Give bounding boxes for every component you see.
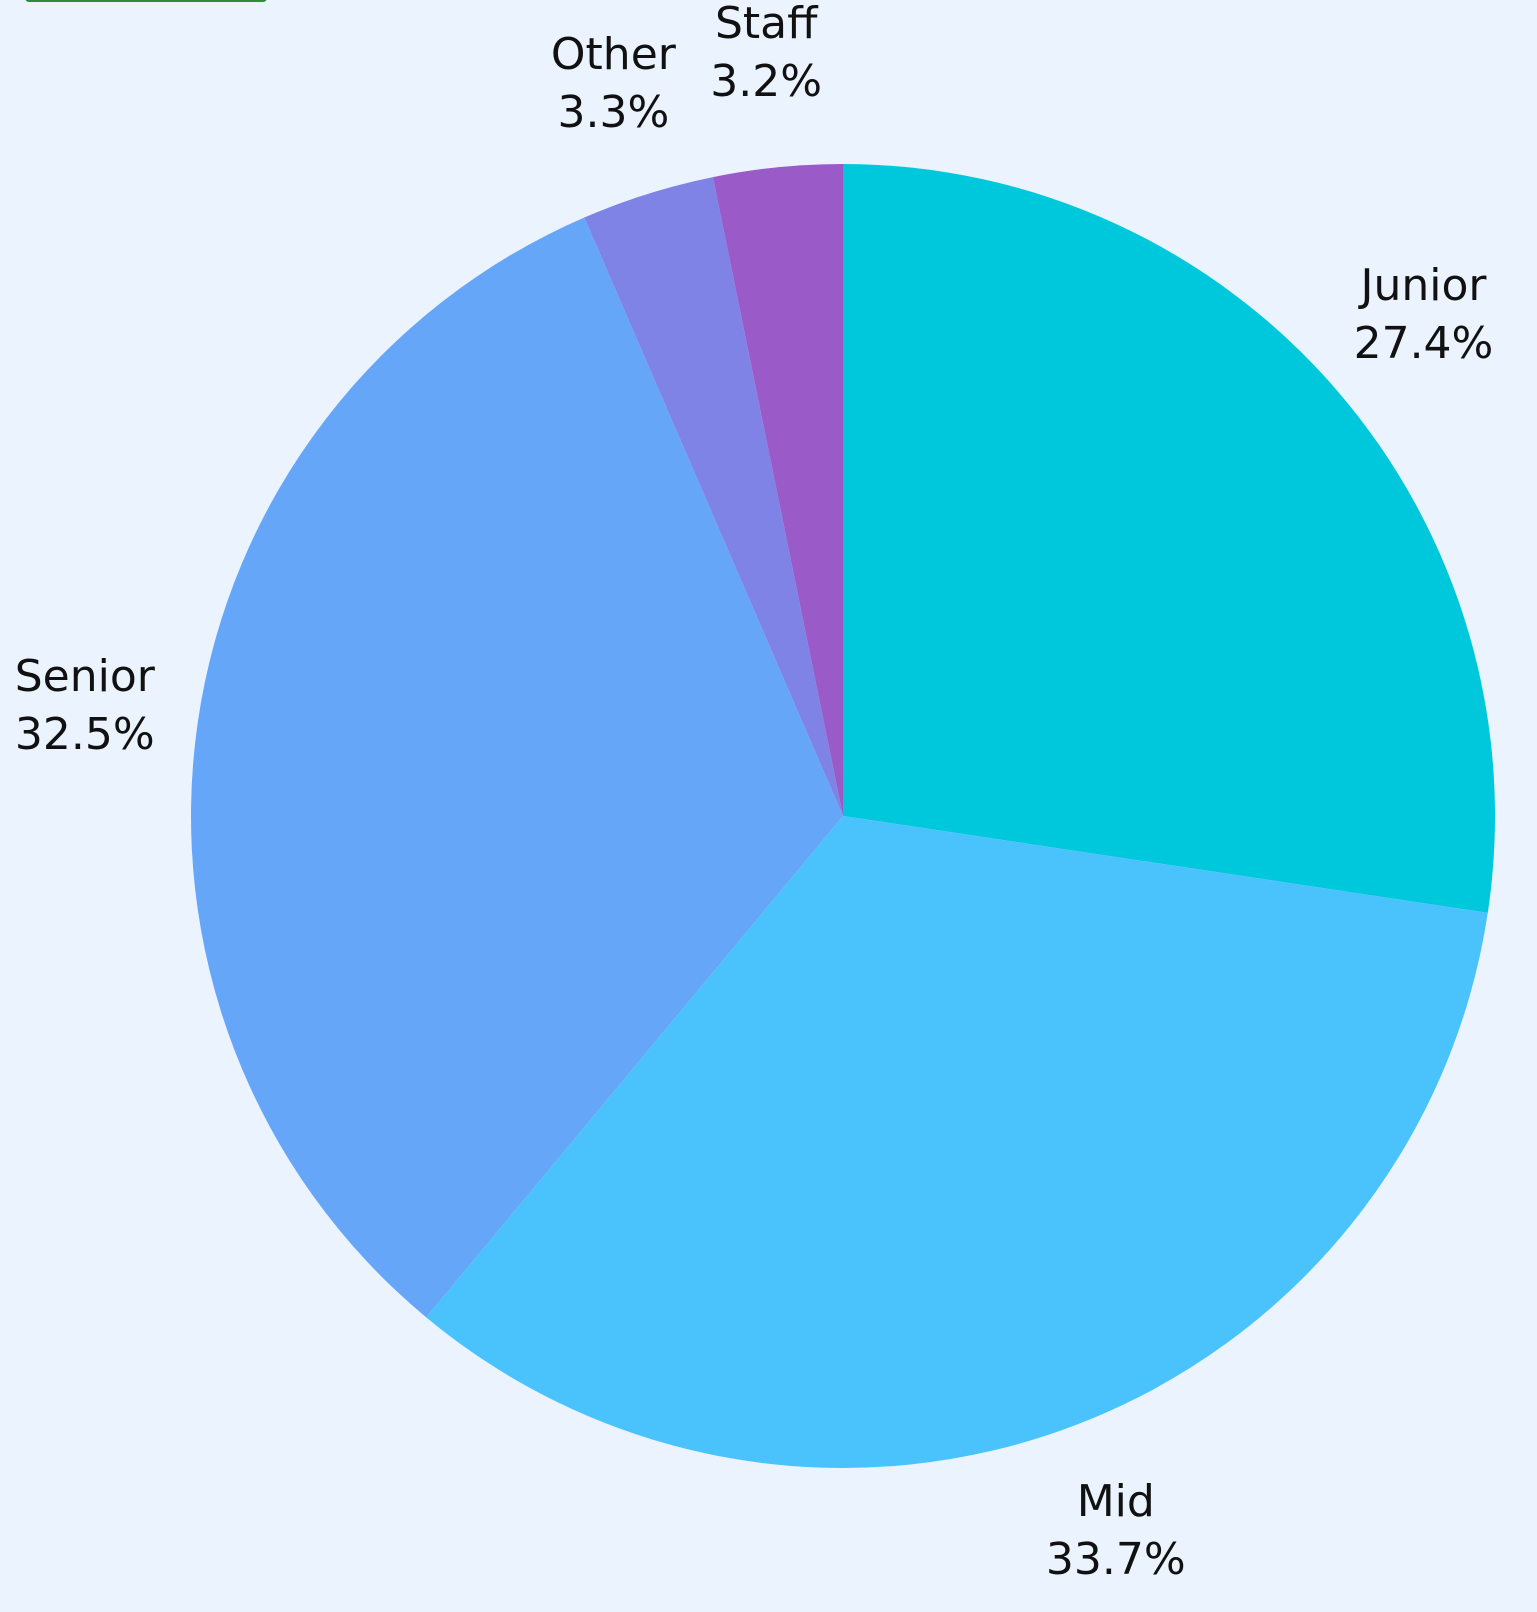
slice-label: Mid — [1077, 1476, 1155, 1527]
slice-value-label: 3.2% — [710, 56, 822, 107]
pie-slice — [584, 177, 843, 816]
slice-value-label: 27.4% — [1354, 318, 1494, 369]
pie-slice — [191, 217, 843, 1318]
header-tab — [25, 0, 267, 2]
pie-slice — [426, 816, 1488, 1468]
pie-slice — [843, 164, 1495, 913]
pie-slice — [712, 164, 843, 816]
slice-value-label: 32.5% — [15, 709, 155, 760]
slice-value-label: 3.3% — [557, 87, 669, 138]
slice-label: Senior — [15, 651, 156, 702]
slice-label: Junior — [1357, 260, 1487, 311]
slice-label: Staff — [715, 0, 819, 49]
slice-label: Other — [551, 29, 677, 80]
slice-value-label: 33.7% — [1046, 1534, 1186, 1585]
